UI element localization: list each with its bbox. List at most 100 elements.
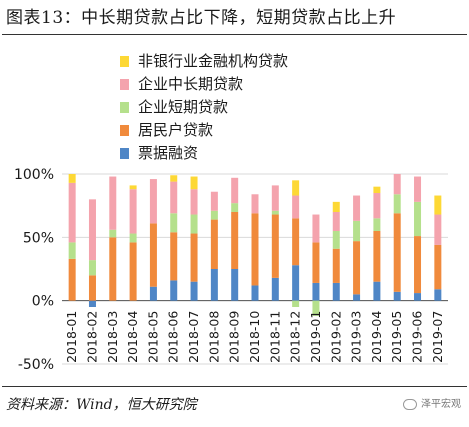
legend-swatch <box>120 125 129 136</box>
x-tick-label: 2018-05 <box>145 311 160 363</box>
bar-segment <box>251 213 259 286</box>
bar-segment <box>68 174 76 183</box>
bar-segment <box>170 181 178 214</box>
x-tick-label: 2018-11 <box>267 311 282 363</box>
legend-label: 票据融资 <box>138 144 199 162</box>
bar-segment <box>271 277 279 301</box>
bar-segment <box>88 260 96 276</box>
x-tick-label: 2018-08 <box>206 311 221 363</box>
bar-segment <box>251 285 259 301</box>
bar-segment <box>271 214 279 278</box>
x-tick-label: 2019-03 <box>349 311 364 363</box>
x-tick-label: 2018-10 <box>247 311 262 363</box>
legend-label: 居民户贷款 <box>138 121 214 139</box>
source-divider <box>2 386 467 387</box>
bar-segment <box>292 265 300 301</box>
stacked-bar-chart: -50% 0% 50% 100% 2018-01 2018-02 2018-03 2018-0… <box>14 167 448 373</box>
bar-segment <box>190 214 198 234</box>
bar-segment <box>353 241 361 295</box>
bar-segment <box>68 242 76 259</box>
legend-label: 非银行业金融机构贷款 <box>138 52 289 70</box>
bar-segment <box>190 176 198 190</box>
legend-swatch <box>120 79 129 90</box>
wechat-icon <box>403 398 417 410</box>
watermark: 泽平宏观 <box>403 398 461 412</box>
legend-swatch <box>120 148 129 159</box>
legend-entry: 居民户贷款 <box>120 119 420 142</box>
bar-segment <box>434 289 442 301</box>
bar-segment <box>231 177 239 204</box>
x-tick-label: 2018-09 <box>227 311 242 363</box>
bar-segment <box>88 275 96 301</box>
bar-segment <box>414 201 422 237</box>
bar-segment <box>129 233 137 243</box>
bar-segment <box>353 220 361 242</box>
x-tick-label: 2019-02 <box>328 311 343 363</box>
bar-segment <box>231 203 239 212</box>
bar-segment <box>312 300 320 316</box>
bar-segment <box>373 231 381 282</box>
bar-segment <box>109 237 117 301</box>
bar-segment <box>68 182 76 243</box>
bar-segment <box>88 300 96 307</box>
y-tick-label: 0% <box>32 294 54 310</box>
bar-segment <box>312 214 320 243</box>
bar-segment <box>251 194 259 214</box>
legend-entry: 企业中长期贷款 <box>120 73 420 96</box>
bar-segment <box>129 185 137 190</box>
chart-title: 图表13：中长期贷款占比下降，短期贷款占比上升 <box>6 8 397 28</box>
bar-segment <box>210 219 218 269</box>
x-tick-label: 2018-06 <box>166 311 181 363</box>
bar-segment <box>129 189 137 234</box>
legend-entry: 非银行业金融机构贷款 <box>120 50 420 73</box>
bar-segment <box>393 194 401 214</box>
x-tick-label: 2019-07 <box>430 311 445 363</box>
bar-segment <box>170 175 178 182</box>
bar-segment <box>210 191 218 211</box>
x-tick-label: 2019-06 <box>410 311 425 363</box>
bar-segment <box>292 180 300 196</box>
bar-segment <box>414 176 422 202</box>
legend-swatch <box>120 56 129 67</box>
bar-segment <box>332 212 340 231</box>
y-tick-label: 50% <box>23 230 54 246</box>
bar-segment <box>373 186 381 193</box>
bar-segment <box>170 280 178 301</box>
bar-segment <box>332 201 340 212</box>
bar-segment <box>190 189 198 215</box>
bar-segment <box>292 300 300 307</box>
bar-segment <box>109 229 117 238</box>
bar-segment <box>190 281 198 301</box>
bar-segment <box>210 269 218 301</box>
x-tick-label: 2019-04 <box>369 311 384 363</box>
bar-segment <box>149 223 157 287</box>
bar-segment <box>373 218 381 231</box>
legend-swatch <box>120 102 129 113</box>
bar-segment <box>190 233 198 282</box>
bar-segment <box>393 174 401 195</box>
x-tick-label: 2018-03 <box>105 311 120 363</box>
bar-segment <box>353 195 361 221</box>
x-tick-label: 2018-02 <box>84 311 99 363</box>
legend-entry: 企业短期贷款 <box>120 96 420 119</box>
bar-segment <box>312 242 320 283</box>
bar-segment <box>332 231 340 249</box>
x-tick-label: 2018-01 <box>64 311 79 363</box>
bar-segment <box>434 244 442 290</box>
bar-segment <box>109 176 117 230</box>
bar-segment <box>292 218 300 266</box>
bar-segment <box>271 210 279 215</box>
bar-segment <box>434 214 442 245</box>
x-tick-label: 2018-12 <box>288 311 303 363</box>
x-tick-label: 2019-05 <box>389 311 404 363</box>
legend-entry: 票据融资 <box>120 142 420 165</box>
bar-segment <box>149 179 157 224</box>
title-divider <box>2 34 467 35</box>
bar-segment <box>68 258 76 301</box>
bar-segment <box>88 199 96 261</box>
legend-label: 企业短期贷款 <box>138 98 229 116</box>
bar-segment <box>129 242 137 301</box>
bar-segment <box>332 282 340 301</box>
x-tick-label: 2018-04 <box>125 311 140 363</box>
legend-label: 企业中长期贷款 <box>138 75 244 93</box>
